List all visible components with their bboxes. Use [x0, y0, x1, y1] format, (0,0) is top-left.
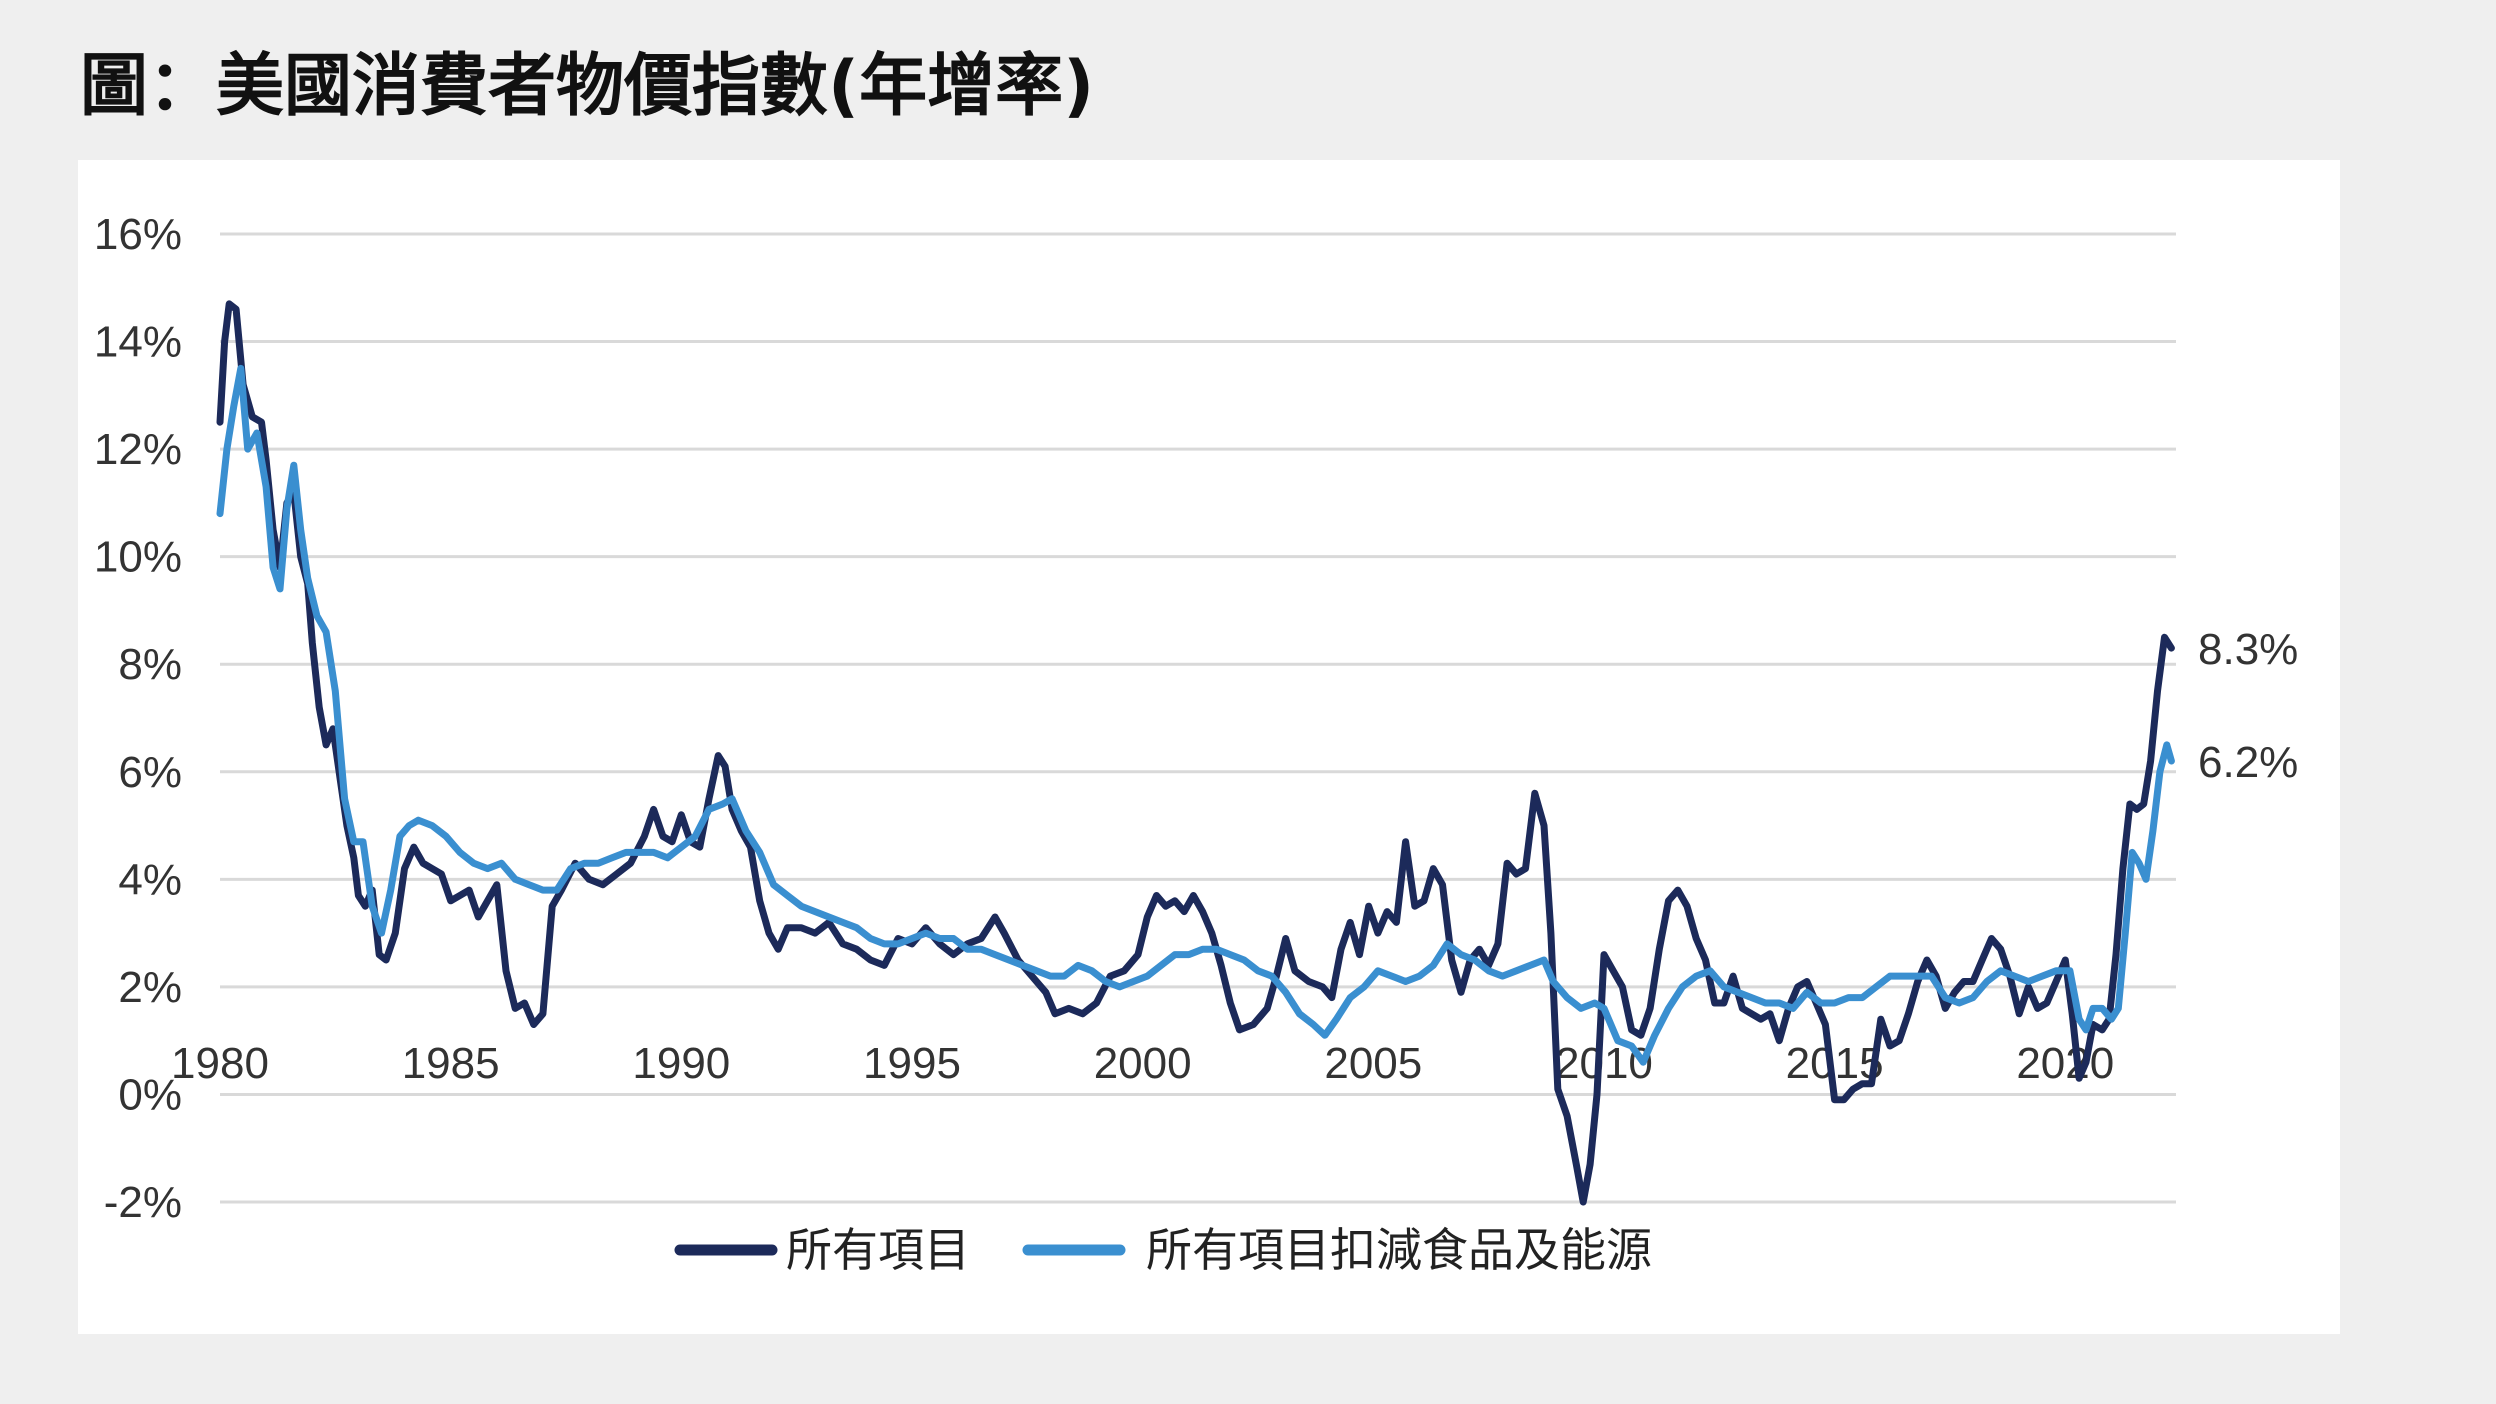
legend: 所有項目 所有項目扣減食品及能源 [674, 1223, 1652, 1277]
x-tick-label: 1990 [632, 1039, 730, 1088]
cpi-line-chart: 16% 14% 12% 10% 8% 6% 4% 2% 0% -2% 1980 1985 1990 19… [94, 210, 2298, 1277]
x-tick-label: 1995 [863, 1039, 961, 1088]
y-tick-label: 0% [118, 1070, 182, 1119]
x-tick-label: 2005 [1324, 1039, 1422, 1088]
y-tick-label: 14% [94, 318, 182, 367]
y-tick-label: 4% [118, 855, 182, 904]
legend-label: 所有項目 [786, 1223, 970, 1277]
x-tick-label: 2000 [1094, 1039, 1192, 1088]
end-labels: 8.3% 6.2% [2198, 625, 2298, 787]
end-label-all-items: 8.3% [2198, 625, 2298, 674]
x-tick-label: 2010 [1555, 1039, 1653, 1088]
x-tick-label: 2020 [2016, 1039, 2114, 1088]
x-axis-ticks: 1980 1985 1990 1995 2000 2005 2010 2015 2020 [171, 1039, 2114, 1088]
y-tick-label: 12% [94, 425, 182, 474]
series-lines [216, 300, 2175, 1206]
y-axis-ticks: 16% 14% 12% 10% 8% 6% 4% 2% 0% -2% [94, 210, 182, 1227]
y-tick-label: 16% [94, 210, 182, 259]
y-tick-label: 6% [118, 748, 182, 797]
chart-panel: 16% 14% 12% 10% 8% 6% 4% 2% 0% -2% 1980 1985 1990 19… [78, 160, 2340, 1334]
y-tick-label: 2% [118, 963, 182, 1012]
end-label-core: 6.2% [2198, 738, 2298, 787]
gridlines [220, 232, 2176, 1204]
series-line-core [216, 364, 2175, 1066]
y-tick-label: 8% [118, 640, 182, 689]
y-tick-label: 10% [94, 533, 182, 582]
x-tick-label: 1980 [171, 1039, 269, 1088]
series-line-all-items [216, 300, 2175, 1206]
y-tick-label: -2% [104, 1178, 182, 1227]
legend-label: 所有項目扣減食品及能源 [1146, 1223, 1652, 1277]
x-tick-label: 1985 [402, 1039, 500, 1088]
page-title: 圖：美國消費者物價指數(年增率) [80, 47, 1095, 126]
